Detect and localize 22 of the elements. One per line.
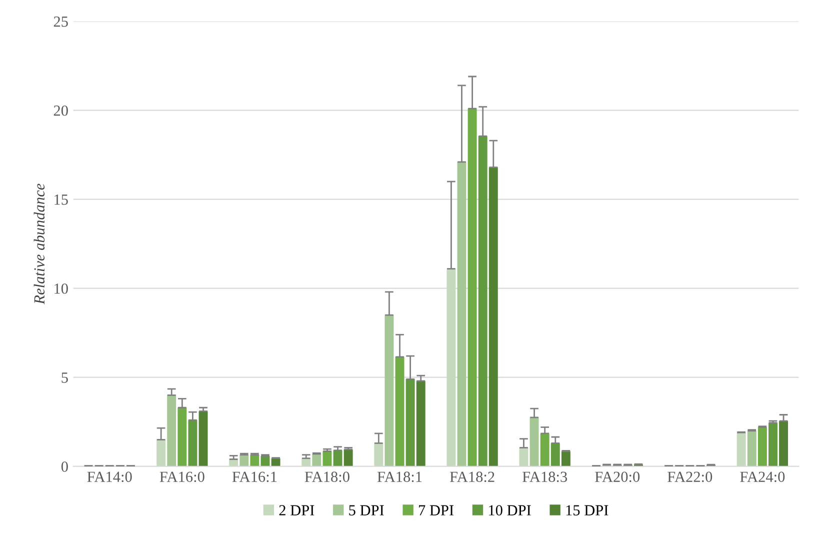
x-tick-label: FA18:3 <box>522 472 568 482</box>
y-axis-title: Relative abundance <box>34 184 45 304</box>
x-tick-label: FA14:0 <box>87 472 132 482</box>
legend-label: 2 DPI <box>279 505 314 516</box>
legend-label: 7 DPI <box>418 505 454 516</box>
y-tick-label: 0 <box>61 462 68 472</box>
legend-label: 10 DPI <box>489 505 531 516</box>
x-tick-label: FA20:0 <box>595 472 640 482</box>
y-tick-label: 15 <box>54 194 68 205</box>
legend-label: 15 DPI <box>566 505 608 516</box>
legend-label: 5 DPI <box>349 505 384 516</box>
y-tick-label: 10 <box>54 283 68 294</box>
y-tick-label: 20 <box>54 105 68 116</box>
x-tick-label: FA18:0 <box>304 472 350 482</box>
x-tick-label: FA18:2 <box>450 472 494 482</box>
x-tick-label: FA22:0 <box>668 472 712 482</box>
x-tick-label: FA18:1 <box>377 472 422 482</box>
x-tick-label: FA24:0 <box>740 472 785 482</box>
y-tick-label: 5 <box>62 372 68 383</box>
x-tick-label: FA16:1 <box>232 472 277 482</box>
x-tick-label: FA16:0 <box>160 472 204 482</box>
y-tick-label: 25 <box>54 16 68 27</box>
